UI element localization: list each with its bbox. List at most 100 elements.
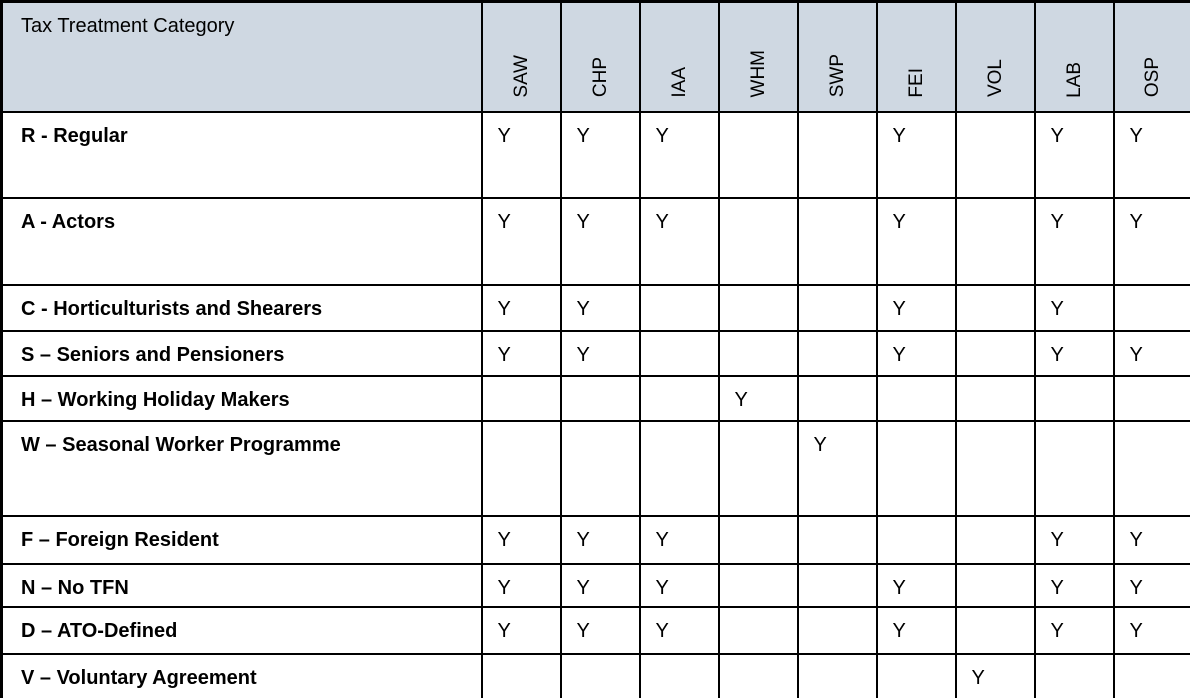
- row-label: F – Foreign Resident: [0, 514, 483, 565]
- matrix-cell: Y: [796, 419, 878, 517]
- matrix-cell: [717, 419, 799, 517]
- matrix-cell: [954, 329, 1036, 377]
- matrix-cell: Y: [1112, 329, 1190, 377]
- matrix-cell: Y: [875, 283, 957, 332]
- matrix-cell: Y: [1112, 562, 1190, 608]
- matrix-cell: [638, 283, 720, 332]
- matrix-cell: [638, 329, 720, 377]
- matrix-cell: Y: [1033, 562, 1115, 608]
- table-row: D – ATO-Defined Y Y Y Y Y Y: [0, 605, 1190, 655]
- row-label: A - Actors: [0, 196, 483, 286]
- matrix-cell: Y: [638, 110, 720, 199]
- matrix-cell: [796, 562, 878, 608]
- matrix-cell: Y: [480, 283, 562, 332]
- matrix-cell: [1112, 652, 1190, 698]
- matrix-cell: [717, 196, 799, 286]
- column-header-label: SAW: [510, 54, 532, 98]
- matrix-cell: Y: [559, 514, 641, 565]
- table-row: N – No TFN Y Y Y Y Y Y: [0, 562, 1190, 608]
- matrix-cell: [796, 374, 878, 422]
- column-header-chp: CHP: [559, 0, 641, 113]
- matrix-cell: Y: [875, 196, 957, 286]
- matrix-cell: [1112, 419, 1190, 517]
- table-row: A - Actors Y Y Y Y Y Y: [0, 196, 1190, 286]
- matrix-cell: [1112, 283, 1190, 332]
- row-label: R - Regular: [0, 110, 483, 199]
- matrix-cell: Y: [1033, 283, 1115, 332]
- column-header-fei: FEI: [875, 0, 957, 113]
- matrix-cell: Y: [1112, 196, 1190, 286]
- table-row: S – Seniors and Pensioners Y Y Y Y Y: [0, 329, 1190, 377]
- matrix-cell: Y: [638, 514, 720, 565]
- column-header-iaa: IAA: [638, 0, 720, 113]
- matrix-cell: Y: [559, 329, 641, 377]
- matrix-cell: [480, 374, 562, 422]
- column-header-lab: LAB: [1033, 0, 1115, 113]
- matrix-cell: [954, 283, 1036, 332]
- matrix-cell: Y: [1033, 196, 1115, 286]
- table-row: C - Horticulturists and Shearers Y Y Y Y: [0, 283, 1190, 332]
- matrix-cell: Y: [1033, 514, 1115, 565]
- matrix-cell: [796, 283, 878, 332]
- matrix-body: R - Regular Y Y Y Y Y Y A - Actors Y Y Y Y Y Y C - Hor…: [0, 110, 1190, 698]
- matrix-cell: [796, 605, 878, 655]
- matrix-cell: Y: [1112, 514, 1190, 565]
- column-header-vol: VOL: [954, 0, 1036, 113]
- column-header-swp: SWP: [796, 0, 878, 113]
- matrix-cell: [559, 374, 641, 422]
- column-header-whm: WHM: [717, 0, 799, 113]
- matrix-cell: [796, 196, 878, 286]
- matrix-cell: [638, 419, 720, 517]
- matrix-cell: Y: [875, 110, 957, 199]
- matrix-cell: [796, 652, 878, 698]
- row-label: C - Horticulturists and Shearers: [0, 283, 483, 332]
- matrix-cell: [796, 110, 878, 199]
- matrix-cell: Y: [480, 514, 562, 565]
- matrix-cell: Y: [559, 196, 641, 286]
- table-row: R - Regular Y Y Y Y Y Y: [0, 110, 1190, 199]
- matrix-cell: [638, 374, 720, 422]
- matrix-cell: Y: [954, 652, 1036, 698]
- column-header-label: SWP: [826, 54, 848, 98]
- matrix-cell: [954, 196, 1036, 286]
- row-label: D – ATO-Defined: [0, 605, 483, 655]
- matrix-cell: Y: [559, 562, 641, 608]
- column-header-saw: SAW: [480, 0, 562, 113]
- row-label: S – Seniors and Pensioners: [0, 329, 483, 377]
- matrix-cell: Y: [480, 329, 562, 377]
- matrix-cell: [796, 329, 878, 377]
- matrix-cell: [717, 283, 799, 332]
- column-header-label: LAB: [1063, 61, 1085, 98]
- matrix-cell: [796, 514, 878, 565]
- column-header-osp: OSP: [1112, 0, 1190, 113]
- table-row: H – Working Holiday Makers Y: [0, 374, 1190, 422]
- matrix-cell: Y: [1112, 605, 1190, 655]
- matrix-cell: [954, 562, 1036, 608]
- matrix-cell: [559, 652, 641, 698]
- table-row: W – Seasonal Worker Programme Y: [0, 419, 1190, 517]
- matrix-cell: Y: [1033, 605, 1115, 655]
- matrix-cell: [480, 652, 562, 698]
- column-header-label: FEI: [905, 67, 927, 98]
- matrix-cell: Y: [638, 196, 720, 286]
- matrix-cell: [717, 562, 799, 608]
- matrix-cell: [954, 374, 1036, 422]
- matrix-cell: [954, 605, 1036, 655]
- matrix-cell: [954, 514, 1036, 565]
- matrix-cell: [717, 110, 799, 199]
- matrix-cell: Y: [1033, 329, 1115, 377]
- column-header-label: OSP: [1142, 57, 1164, 98]
- matrix-cell: [1033, 419, 1115, 517]
- matrix-cell: [1112, 374, 1190, 422]
- row-label: V – Voluntary Agreement: [0, 652, 483, 698]
- column-header-label: VOL: [984, 59, 1006, 98]
- matrix-cell: [480, 419, 562, 517]
- matrix-cell: [717, 329, 799, 377]
- matrix-cell: Y: [559, 283, 641, 332]
- matrix-cell: [717, 652, 799, 698]
- row-label: H – Working Holiday Makers: [0, 374, 483, 422]
- matrix-cell: Y: [1112, 110, 1190, 199]
- matrix-cell: [875, 374, 957, 422]
